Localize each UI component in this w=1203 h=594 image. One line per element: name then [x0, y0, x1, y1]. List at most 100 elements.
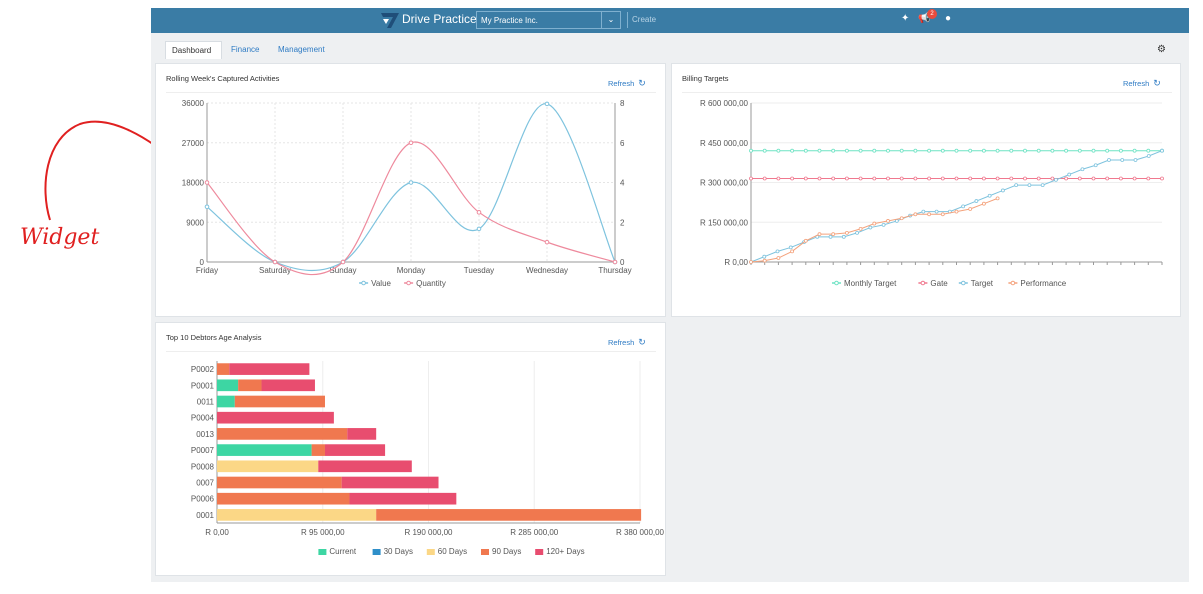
data-point	[954, 209, 959, 214]
data-point	[954, 148, 959, 153]
bar-segment-120-days	[347, 428, 377, 440]
data-point	[868, 225, 873, 230]
data-point	[803, 148, 808, 153]
brand-name: Drive Practice	[402, 12, 477, 26]
data-point	[1064, 176, 1069, 181]
megaphone-icon[interactable]: 📢	[918, 13, 931, 24]
data-point	[831, 148, 836, 153]
data-point	[1009, 148, 1014, 153]
bar-segment-120-days	[261, 379, 315, 392]
x-tick-label: R 190 000,00	[404, 528, 453, 537]
user-icon[interactable]: ●	[945, 13, 952, 24]
data-point	[1118, 148, 1123, 153]
data-point	[940, 176, 945, 181]
x-tick-label: R 285 000,00	[510, 528, 559, 537]
data-point	[476, 226, 482, 232]
refresh-button[interactable]: Refresh ↻	[608, 337, 646, 348]
divider	[166, 351, 656, 352]
data-point	[788, 245, 793, 250]
billing-targets-chart: R 0,00 R 150 000,00 R 300 000,00 R 450 000,…	[700, 99, 1164, 288]
data-point	[749, 260, 753, 264]
refresh-icon: ↻	[1153, 78, 1161, 88]
company-select[interactable]: My Practice Inc. ⌄	[476, 11, 621, 29]
data-point	[1040, 183, 1045, 188]
debtors-age-widget: Top 10 Debtors Age Analysis Refresh ↻ R 0…	[155, 322, 666, 576]
data-point	[954, 176, 959, 181]
tab-management[interactable]: Management	[278, 45, 325, 54]
y-right-tick-label: 6	[620, 139, 625, 148]
refresh-button[interactable]: Refresh ↻	[608, 78, 646, 89]
x-tick-label: Tuesday	[464, 266, 494, 275]
bar-segment-120-days	[229, 363, 310, 375]
data-point	[844, 148, 849, 153]
series-line-target	[750, 150, 1163, 263]
data-point	[1093, 163, 1098, 168]
rolling-activities-chart: 0 9000 18000 27000 36000 0 2 4 6 8 Friday Saturday S…	[182, 99, 632, 288]
data-point	[968, 176, 973, 181]
data-point	[913, 176, 918, 181]
data-point	[817, 232, 822, 237]
tab-finance[interactable]: Finance	[231, 45, 260, 54]
legend-entry: Quantity	[416, 279, 446, 288]
x-tick-label: Wednesday	[526, 266, 568, 275]
divider	[682, 92, 1172, 93]
data-point	[749, 176, 753, 181]
y-tick-label: P0008	[191, 462, 215, 471]
data-point	[762, 258, 767, 263]
data-point	[881, 222, 886, 227]
data-point	[995, 148, 1000, 153]
bar-segment-current	[217, 379, 239, 392]
billing-targets-widget: Billing Targets Refresh ↻ R 0,00 R 150 000…	[671, 63, 1181, 317]
data-point	[803, 176, 808, 181]
widget-title: Rolling Week's Captured Activities	[166, 74, 280, 83]
legend-entry: 60 Days	[438, 547, 467, 556]
data-point	[831, 232, 836, 237]
y-tick-label: 0001	[196, 511, 214, 520]
data-point	[749, 148, 753, 153]
y-right-tick-label: 2	[620, 218, 625, 227]
data-point	[1146, 176, 1151, 181]
data-point	[872, 221, 877, 226]
gear-icon[interactable]: ⚙	[1157, 44, 1166, 55]
refresh-label: Refresh	[1123, 79, 1150, 88]
y-right-tick-label: 0	[620, 258, 625, 267]
data-point	[790, 148, 794, 153]
refresh-icon: ↻	[638, 337, 646, 347]
data-point	[927, 176, 932, 181]
data-point	[1107, 158, 1111, 162]
refresh-icon: ↻	[638, 78, 646, 88]
data-point	[1146, 154, 1151, 158]
legend-swatch	[426, 549, 435, 555]
data-point	[981, 176, 986, 181]
data-point	[204, 204, 210, 210]
data-point	[886, 148, 890, 153]
data-point	[858, 226, 863, 231]
x-tick-label: R 380 000,00	[616, 528, 665, 537]
chevron-down-icon[interactable]: ⌄	[601, 12, 620, 28]
data-point	[841, 234, 846, 239]
app-window: Drive Practice My Practice Inc. ⌄ Create…	[151, 8, 1189, 582]
tab-dashboard[interactable]: Dashboard	[165, 41, 222, 59]
bar-segment-90-days	[238, 379, 262, 392]
data-point	[544, 239, 550, 245]
data-point	[790, 176, 794, 181]
refresh-button[interactable]: Refresh ↻	[1123, 78, 1161, 89]
data-point	[612, 259, 618, 265]
bar-segment-90-days	[234, 395, 325, 408]
data-point	[899, 176, 904, 181]
bar-segment-90-days	[311, 444, 325, 456]
magic-wand-icon[interactable]: ✦	[901, 13, 910, 24]
data-point	[899, 216, 904, 221]
data-point	[858, 148, 863, 153]
series-line-performance	[750, 197, 998, 263]
bar-segment-120-days	[349, 492, 457, 505]
bar-segment-120-days	[341, 476, 439, 489]
create-input[interactable]: Create	[627, 12, 656, 28]
company-select-value: My Practice Inc.	[481, 16, 538, 25]
data-point	[1160, 176, 1164, 181]
data-point	[1050, 148, 1055, 153]
x-tick-label: Monday	[397, 266, 425, 275]
data-point	[981, 201, 986, 206]
data-point	[1132, 176, 1137, 181]
bar-segment-90-days	[217, 476, 342, 489]
